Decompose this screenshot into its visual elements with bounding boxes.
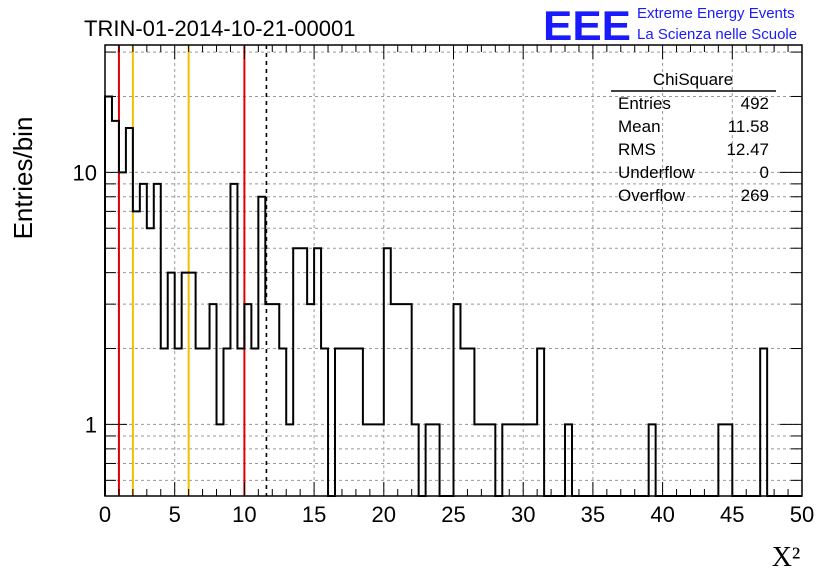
logo-line-1: Extreme Energy Events bbox=[637, 5, 795, 22]
stats-value: 12.47 bbox=[726, 140, 769, 159]
y-tick-label: 1 bbox=[85, 412, 97, 437]
x-tick-label: 20 bbox=[372, 502, 396, 527]
stats-label: RMS bbox=[618, 140, 656, 159]
x-tick-label: 0 bbox=[99, 502, 111, 527]
stats-title: ChiSquare bbox=[653, 70, 733, 89]
x-tick-labels: 0 5 10 15 20 25 30 35 40 45 50 bbox=[99, 502, 814, 527]
y-tick-labels: 1 10 bbox=[73, 160, 97, 437]
stats-value: 0 bbox=[760, 163, 769, 182]
x-tick-label: 30 bbox=[511, 502, 535, 527]
x-tick-label: 40 bbox=[650, 502, 674, 527]
x-tick-label: 35 bbox=[581, 502, 605, 527]
stats-label: Overflow bbox=[618, 186, 686, 205]
y-axis-label: Entries/bin bbox=[8, 117, 38, 240]
logo-line-2: La Scienza nelle Scuole bbox=[637, 26, 797, 43]
stats-label: Mean bbox=[618, 117, 661, 136]
stats-value: 269 bbox=[741, 186, 769, 205]
stats-value: 11.58 bbox=[728, 117, 769, 136]
x-tick-label: 15 bbox=[302, 502, 326, 527]
run-title: TRIN-01-2014-10-21-00001 bbox=[84, 16, 356, 41]
x-tick-label: 25 bbox=[441, 502, 465, 527]
eee-logo-mark: EEE bbox=[543, 2, 631, 49]
x-tick-label: 10 bbox=[232, 502, 256, 527]
x-axis-label: X² bbox=[772, 542, 801, 572]
stats-label: Entries bbox=[618, 94, 671, 113]
x-tick-label: 50 bbox=[790, 502, 814, 527]
stats-rows: Entries 492 Mean 11.58 RMS 12.47 Underflow 0 Ove… bbox=[618, 94, 769, 205]
histogram-line bbox=[104, 95, 802, 497]
stats-value: 492 bbox=[741, 94, 769, 113]
stats-label: Underflow bbox=[618, 163, 695, 182]
y-tick-label: 10 bbox=[73, 160, 97, 185]
eee-logo: EEE Extreme Energy Events La Scienza nel… bbox=[543, 2, 797, 49]
x-tick-label: 5 bbox=[169, 502, 181, 527]
axes bbox=[104, 44, 803, 497]
stats-box: ChiSquare Entries 492 Mean 11.58 RMS 12.47 Und… bbox=[611, 70, 776, 205]
x-tick-label: 45 bbox=[720, 502, 744, 527]
